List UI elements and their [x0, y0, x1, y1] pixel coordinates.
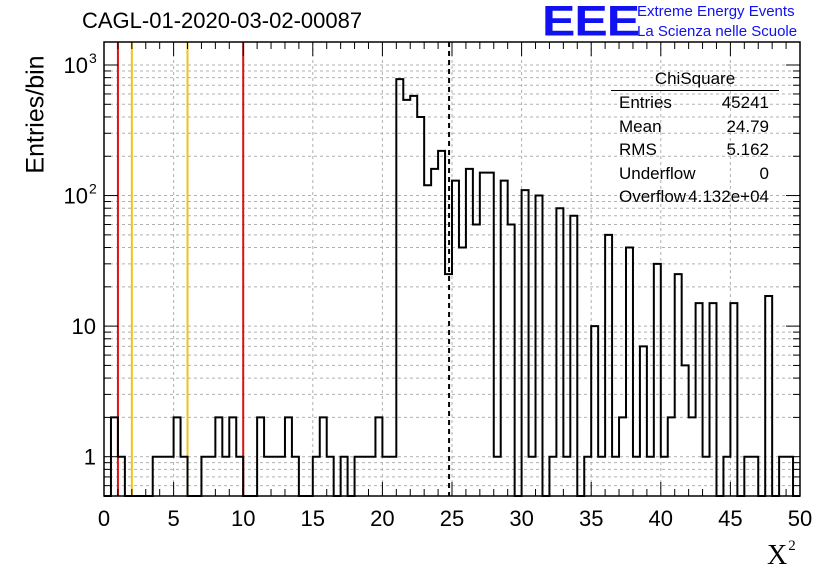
stats-row-rms: RMS 5.162	[611, 138, 779, 162]
x-axis-label-sup: 2	[788, 538, 796, 554]
x-tick-label: 15	[301, 506, 325, 531]
axis-ticks	[103, 42, 801, 497]
x-tick-label: 30	[509, 506, 533, 531]
stats-value: 24.79	[726, 116, 769, 136]
stats-row-mean: Mean 24.79	[611, 115, 779, 139]
y-axis-label: Entries/bin	[21, 55, 50, 174]
stats-key: Entries	[619, 93, 672, 112]
x-tick-label: 10	[231, 506, 255, 531]
eee-logo: EEE	[542, 0, 640, 46]
stats-title: ChiSquare	[611, 68, 779, 91]
y-tick-label: 10	[72, 314, 96, 339]
x-tick-label: 0	[98, 506, 110, 531]
stats-key: RMS	[619, 140, 657, 159]
stats-row-entries: Entries 45241	[611, 91, 779, 115]
logo-line-2: La Scienza nelle Scuole	[637, 23, 798, 40]
y-tick-label-exponent: 2	[89, 181, 97, 197]
stats-row-overflow: Overflow 4.132e+04	[611, 185, 779, 209]
x-tick-label: 45	[718, 506, 742, 531]
stats-box: ChiSquare Entries 45241 Mean 24.79 RMS 5…	[611, 68, 779, 209]
x-tick-label: 50	[788, 506, 812, 531]
x-axis-label-text: X	[767, 540, 788, 571]
histogram-series	[104, 78, 800, 497]
stats-value: 4.132e+04	[688, 187, 769, 206]
x-tick-label: 5	[167, 506, 179, 531]
stats-value: 5.162	[726, 140, 769, 159]
x-tick-label: 35	[579, 506, 603, 531]
stats-value: 45241	[721, 93, 769, 112]
logo-line-1: Extreme Energy Events	[637, 3, 795, 20]
x-tick-label: 25	[440, 506, 464, 531]
stats-value: 0	[759, 163, 769, 183]
y-tick-label-exponent: 3	[89, 50, 97, 66]
y-tick-label: 10	[64, 184, 88, 209]
stats-key: Mean	[619, 116, 662, 136]
y-tick-label: 1	[84, 445, 96, 470]
stats-key: Overflow	[619, 187, 687, 206]
chart-title: CAGL-01-2020-03-02-00087	[82, 8, 363, 33]
stats-row-underflow: Underflow 0	[611, 162, 779, 186]
x-axis-label: X2	[767, 538, 796, 572]
y-tick-label: 10	[64, 53, 88, 78]
x-tick-label: 20	[370, 506, 394, 531]
stats-key: Underflow	[619, 163, 696, 183]
x-tick-label: 40	[649, 506, 673, 531]
marker-lines	[116, 42, 451, 496]
